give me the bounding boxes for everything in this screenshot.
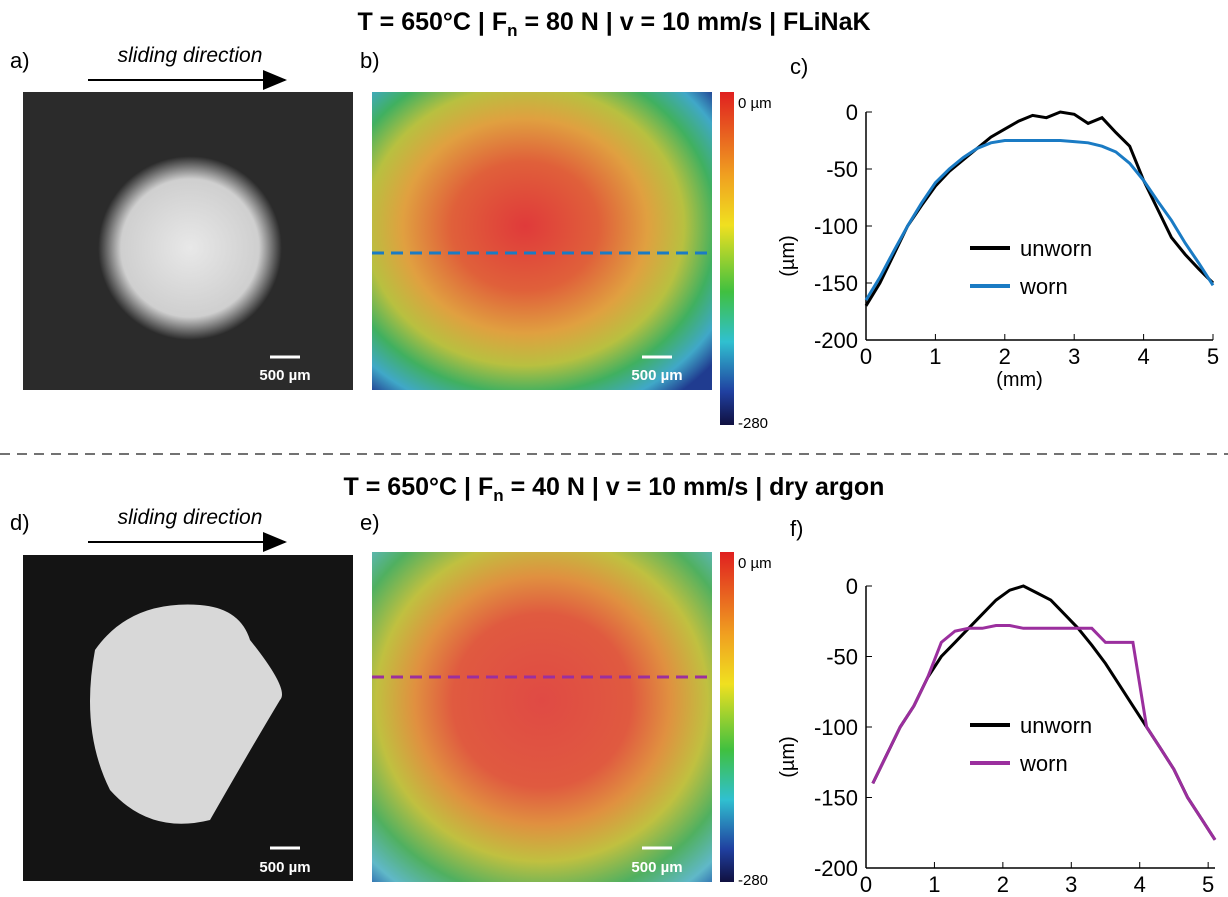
title-part: n (507, 21, 517, 40)
colorbar-bottom: -280 (738, 415, 768, 432)
title-part: T = 650°C | F (357, 8, 507, 36)
wear-scar (90, 604, 282, 824)
panel-label: c) (790, 54, 808, 79)
y-tick-label: -150 (814, 786, 858, 811)
panel-label: e) (360, 510, 380, 535)
x-tick-label: 4 (1137, 344, 1149, 369)
x-tick-label: 5 (1207, 344, 1219, 369)
panel-label: f) (790, 516, 803, 541)
panel-label: a) (10, 48, 30, 73)
y-tick-label: 0 (846, 574, 858, 599)
y-axis-label: (µm) (777, 235, 799, 277)
x-tick-label: 2 (999, 344, 1011, 369)
x-tick-label: 5 (1202, 872, 1214, 897)
y-tick-label: -100 (814, 715, 858, 740)
x-axis-label: (mm) (996, 369, 1043, 391)
title-part: = 80 N | v = 10 mm/s | FLiNaK (518, 8, 871, 36)
scale-bar-label: 500 µm (259, 367, 310, 384)
colorbar-bottom: -280 (738, 872, 768, 889)
section-title: T = 650°C | Fn = 80 N | v = 10 mm/s | FL… (357, 8, 870, 40)
panel-label: b) (360, 48, 380, 73)
legend-label: worn (1019, 751, 1068, 776)
legend-label: unworn (1020, 713, 1092, 738)
colorbar (720, 552, 734, 882)
scale-bar-label: 500 µm (259, 859, 310, 876)
legend-label: unworn (1020, 236, 1092, 261)
line-series (864, 139, 1215, 301)
wear-scar (98, 156, 282, 340)
y-tick-label: 0 (846, 100, 858, 125)
height-map (372, 552, 712, 882)
y-tick-label: -100 (814, 214, 858, 239)
y-tick-label: -200 (814, 328, 858, 353)
x-tick-label: 0 (860, 344, 872, 369)
x-tick-label: 1 (928, 872, 940, 897)
colorbar-top: 0 µm (738, 555, 772, 572)
sliding-label: sliding direction (118, 506, 263, 529)
y-axis-label: (µm) (777, 736, 799, 778)
x-tick-label: 2 (997, 872, 1009, 897)
title-part: = 40 N | v = 10 mm/s | dry argon (504, 473, 885, 501)
x-tick-label: 3 (1068, 344, 1080, 369)
sliding-label: sliding direction (118, 44, 263, 67)
legend-label: worn (1019, 274, 1068, 299)
scale-bar-label: 500 µm (631, 859, 682, 876)
y-tick-label: -200 (814, 856, 858, 881)
line-series (871, 624, 1217, 841)
x-tick-label: 3 (1065, 872, 1077, 897)
y-tick-label: -150 (814, 271, 858, 296)
colorbar (720, 92, 734, 425)
y-tick-label: -50 (826, 645, 858, 670)
y-tick-label: -50 (826, 157, 858, 182)
x-tick-label: 0 (860, 872, 872, 897)
section-title: T = 650°C | Fn = 40 N | v = 10 mm/s | dr… (344, 473, 885, 505)
x-tick-label: 4 (1134, 872, 1146, 897)
title-part: T = 650°C | F (344, 473, 494, 501)
colorbar-top: 0 µm (738, 95, 772, 112)
scale-bar-label: 500 µm (631, 367, 682, 384)
title-part: n (493, 486, 503, 505)
panel-label: d) (10, 510, 30, 535)
height-map (372, 92, 712, 390)
x-tick-label: 1 (929, 344, 941, 369)
